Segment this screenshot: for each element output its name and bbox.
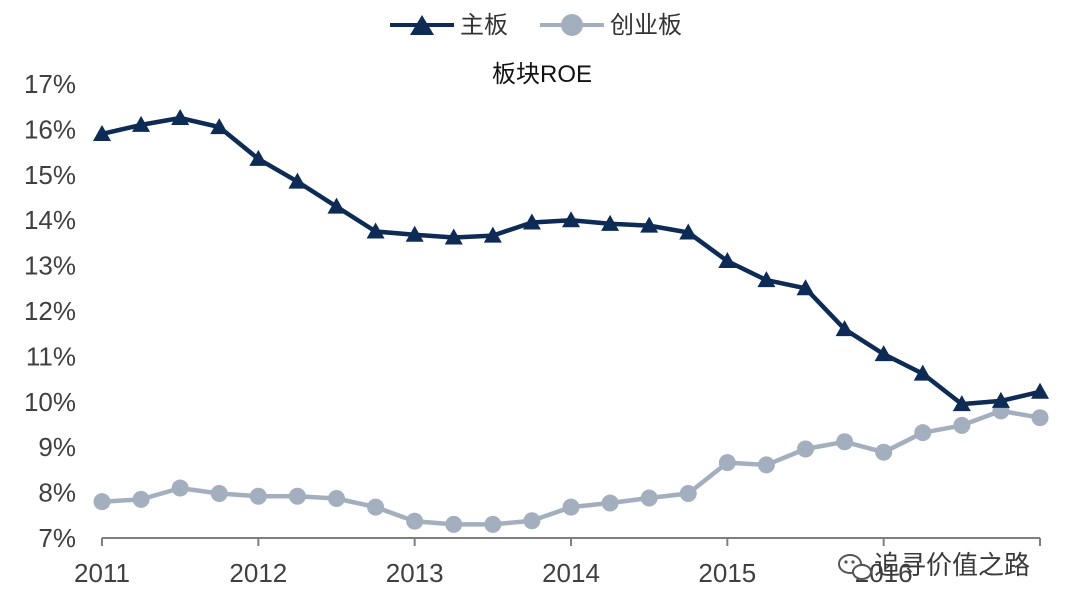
data-point-triangle — [796, 279, 815, 296]
x-tick-label: 2012 — [229, 558, 287, 588]
chart-title: 板块ROE — [492, 61, 592, 88]
legend-label-main-board: 主板 — [460, 12, 508, 39]
y-tick-label: 11% — [26, 341, 76, 371]
data-point-circle — [445, 515, 463, 533]
data-point-circle — [836, 433, 854, 451]
data-point-triangle — [913, 364, 932, 381]
data-point-triangle — [132, 115, 151, 132]
data-point-triangle — [327, 197, 346, 214]
data-point-circle — [210, 485, 228, 503]
series-layer — [93, 109, 1049, 533]
data-point-circle — [875, 443, 893, 461]
wechat-icon — [838, 554, 872, 580]
data-point-circle — [797, 440, 814, 458]
legend-item-gem-board: 创业板 — [540, 12, 682, 39]
data-point-triangle — [1031, 382, 1049, 399]
data-point-circle — [718, 454, 736, 472]
data-point-triangle — [210, 118, 229, 135]
data-point-circle — [93, 493, 111, 511]
x-tick-label: 2011 — [74, 558, 130, 588]
data-point-circle — [953, 416, 971, 434]
y-tick-label: 17% — [24, 69, 76, 99]
data-point-triangle — [679, 223, 698, 240]
x-tick-label: 2014 — [542, 558, 600, 588]
data-point-circle — [171, 479, 189, 497]
watermark-text: 追寻价值之路 — [874, 550, 1030, 580]
data-point-triangle — [288, 172, 307, 189]
data-point-triangle — [991, 391, 1010, 408]
y-tick-label: 14% — [24, 205, 76, 235]
data-point-triangle — [405, 225, 424, 242]
data-point-triangle — [952, 395, 971, 412]
data-point-circle — [1031, 409, 1049, 427]
data-point-circle — [132, 490, 150, 508]
legend-triangle-marker — [410, 15, 434, 35]
x-axis-ticks: 2011 2012 2013 2014 2015 2016 — [74, 538, 1041, 588]
data-point-circle — [288, 487, 306, 505]
x-tick-label: 2013 — [386, 558, 444, 588]
data-point-circle — [406, 512, 424, 530]
data-point-circle — [523, 512, 541, 530]
y-tick-label: 9% — [38, 432, 76, 462]
data-point-triangle — [171, 109, 190, 126]
legend-circle-marker — [561, 14, 583, 36]
data-point-circle — [328, 490, 345, 508]
series-main-board — [93, 109, 1049, 412]
y-tick-label: 13% — [24, 251, 76, 281]
data-point-triangle — [562, 211, 580, 228]
data-point-triangle — [601, 214, 620, 231]
legend-item-main-board: 主板 — [390, 12, 508, 39]
data-point-circle — [367, 498, 385, 516]
y-tick-label: 10% — [24, 387, 76, 417]
legend: 主板 创业板 — [390, 12, 682, 39]
data-point-triangle — [640, 216, 659, 233]
x-tick-label: 2015 — [698, 558, 756, 588]
data-point-triangle — [874, 345, 893, 362]
data-point-triangle — [93, 124, 111, 141]
data-point-triangle — [757, 271, 776, 288]
series-line — [101, 115, 1041, 407]
data-point-circle — [484, 515, 502, 533]
data-point-triangle — [835, 320, 854, 337]
watermark: 追寻价值之路 — [838, 550, 1030, 580]
data-point-triangle — [249, 149, 268, 166]
y-axis-ticks: 7% 8% 9% 10% 11% 12% 13% 14% 15% 16% 17% — [24, 69, 76, 553]
y-tick-label: 16% — [24, 114, 76, 144]
y-tick-label: 12% — [24, 296, 76, 326]
data-point-triangle — [522, 213, 541, 230]
data-point-circle — [562, 498, 580, 516]
data-point-circle — [914, 424, 932, 442]
data-point-triangle — [444, 228, 463, 245]
data-point-circle — [640, 489, 658, 507]
y-tick-label: 8% — [38, 478, 76, 508]
data-point-circle — [757, 456, 775, 474]
y-tick-label: 7% — [38, 523, 76, 553]
y-tick-label: 15% — [24, 160, 76, 190]
data-point-circle — [249, 487, 267, 505]
data-point-triangle — [366, 222, 385, 239]
data-point-circle — [679, 485, 697, 503]
data-point-circle — [601, 494, 619, 512]
legend-label-gem-board: 创业板 — [610, 12, 682, 39]
series-gem-board — [93, 402, 1049, 533]
data-point-triangle — [483, 226, 502, 243]
data-point-triangle — [718, 252, 737, 269]
